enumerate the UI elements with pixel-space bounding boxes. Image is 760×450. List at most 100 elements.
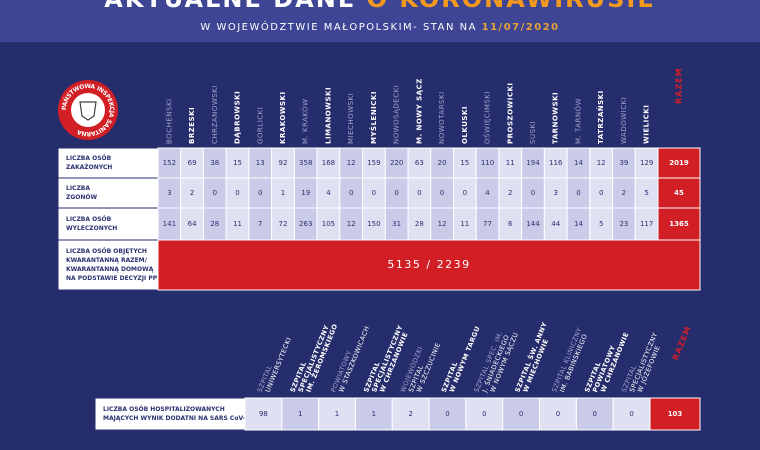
value: 11 bbox=[233, 220, 242, 228]
value: 11 bbox=[506, 159, 515, 167]
row-label: LICZBA OSÓB OBJĘTYCH bbox=[66, 248, 147, 255]
county-header: LIMANOWSKI bbox=[324, 87, 332, 144]
value: 20 bbox=[438, 159, 447, 167]
value: 0 bbox=[394, 189, 398, 197]
value-cell bbox=[244, 397, 283, 431]
row-label: ZAKAŻONYCH bbox=[66, 164, 112, 171]
row-label: LICZBA OSÓB bbox=[66, 155, 112, 162]
value: 0 bbox=[445, 410, 449, 418]
value: 144 bbox=[526, 220, 540, 228]
value: 6 bbox=[508, 220, 513, 228]
value: 1 bbox=[298, 410, 302, 418]
county-header: GORLICKI bbox=[256, 107, 264, 144]
value: 19 bbox=[301, 189, 310, 197]
county-header: DĄBROWSKI bbox=[234, 91, 242, 144]
value: 5 bbox=[644, 189, 648, 197]
value: 0 bbox=[629, 410, 633, 418]
title-highlight: O KORONAWIRUSIE bbox=[367, 0, 656, 13]
county-header: OŚWIĘCIMSKI bbox=[483, 91, 492, 144]
value: 194 bbox=[526, 159, 540, 167]
quarantine-value: 5135 / 2239 bbox=[387, 258, 470, 271]
county-header: PROSZOWICKI bbox=[506, 82, 514, 144]
value: 0 bbox=[482, 410, 486, 418]
row-label: KWARANTANNĄ RAZEM/ bbox=[66, 257, 148, 264]
county-header: OLKUSKI bbox=[461, 106, 469, 144]
county-header: BRZESKI bbox=[188, 107, 196, 144]
total-cell bbox=[649, 397, 701, 431]
value: 0 bbox=[440, 189, 444, 197]
value: 12 bbox=[438, 220, 447, 228]
row-label: NA PODSTAWIE DECYZJI PPIS bbox=[66, 275, 164, 282]
value: 13 bbox=[256, 159, 265, 167]
value: 2 bbox=[508, 189, 512, 197]
value: 0 bbox=[556, 410, 560, 418]
county-header: WADOWICKI bbox=[620, 97, 628, 144]
value: 7 bbox=[258, 220, 262, 228]
value: 4 bbox=[326, 189, 331, 197]
value: 116 bbox=[549, 159, 563, 167]
value: 72 bbox=[279, 220, 288, 228]
title: AKTUALNE DANE O KORONAWIRUSIE bbox=[104, 0, 655, 13]
subtitle: W WOJEWÓDZTWIE MAŁOPOLSKIM- STAN NA 11/0… bbox=[200, 20, 559, 33]
value: 129 bbox=[640, 159, 653, 167]
quarantine-cell bbox=[157, 239, 701, 291]
value-cell bbox=[502, 397, 541, 431]
value: 0 bbox=[372, 189, 376, 197]
value: 110 bbox=[481, 159, 494, 167]
value-cell bbox=[281, 397, 320, 431]
value: 1 bbox=[281, 189, 285, 197]
value: 358 bbox=[299, 159, 312, 167]
value: 4 bbox=[485, 189, 490, 197]
value: 2 bbox=[408, 410, 412, 418]
value: 14 bbox=[574, 159, 583, 167]
value: 15 bbox=[460, 159, 469, 167]
value: 0 bbox=[463, 189, 467, 197]
row-label-cell bbox=[57, 147, 159, 179]
value: 1 bbox=[335, 410, 339, 418]
value: 77 bbox=[483, 220, 492, 228]
value: 0 bbox=[576, 189, 580, 197]
value: 0 bbox=[349, 189, 353, 197]
county-header: M. TARNÓW bbox=[573, 98, 582, 144]
row-label: LICZBA OSÓB HOSPITALIZOWANYCH bbox=[103, 406, 225, 413]
value: 152 bbox=[163, 159, 176, 167]
value-cell bbox=[318, 397, 356, 431]
value: 0 bbox=[593, 410, 597, 418]
value: 168 bbox=[322, 159, 335, 167]
total-value: 1365 bbox=[669, 220, 689, 228]
total-value: 45 bbox=[674, 189, 684, 197]
total-value: 103 bbox=[668, 410, 683, 418]
value: 159 bbox=[367, 159, 380, 167]
value: 39 bbox=[619, 159, 628, 167]
value-cell bbox=[465, 397, 504, 431]
value: 11 bbox=[460, 220, 469, 228]
county-header: M. NOWY SĄCZ bbox=[415, 78, 423, 144]
row-label-cell bbox=[57, 177, 159, 209]
value-cell bbox=[612, 397, 651, 431]
value: 150 bbox=[367, 220, 380, 228]
row-label: MAJĄCYCH WYNIK DODATNI NA SARS CoV-2 bbox=[103, 415, 249, 422]
value: 44 bbox=[551, 220, 560, 228]
county-header: WIELICKI bbox=[643, 105, 651, 144]
row-label-cell bbox=[57, 207, 159, 241]
county-header: BOCHEŃSKI bbox=[164, 98, 173, 144]
value: 28 bbox=[415, 220, 424, 228]
row-label: LICZBA OSÓB bbox=[66, 216, 112, 223]
value: 14 bbox=[574, 220, 583, 228]
total-header: RAZEM bbox=[675, 67, 684, 104]
total-cell bbox=[657, 207, 701, 241]
value: 28 bbox=[210, 220, 219, 228]
value: 220 bbox=[390, 159, 403, 167]
row-label: WYLECZONYCH bbox=[66, 225, 117, 232]
row-label-cell bbox=[94, 397, 246, 431]
county-header: CHRZANOWSKI bbox=[211, 85, 219, 144]
value: 105 bbox=[322, 220, 335, 228]
value: 141 bbox=[163, 220, 176, 228]
value: 0 bbox=[519, 410, 523, 418]
title-main: AKTUALNE DANE bbox=[104, 0, 356, 13]
value: 12 bbox=[597, 159, 606, 167]
tables: BOCHEŃSKI BRZESKI CHRZANOWSKI DĄBROWSKI GORL… bbox=[57, 67, 701, 431]
total-cell bbox=[657, 147, 701, 179]
county-header: KRAKOWSKI bbox=[279, 91, 287, 144]
value: 3 bbox=[553, 189, 557, 197]
